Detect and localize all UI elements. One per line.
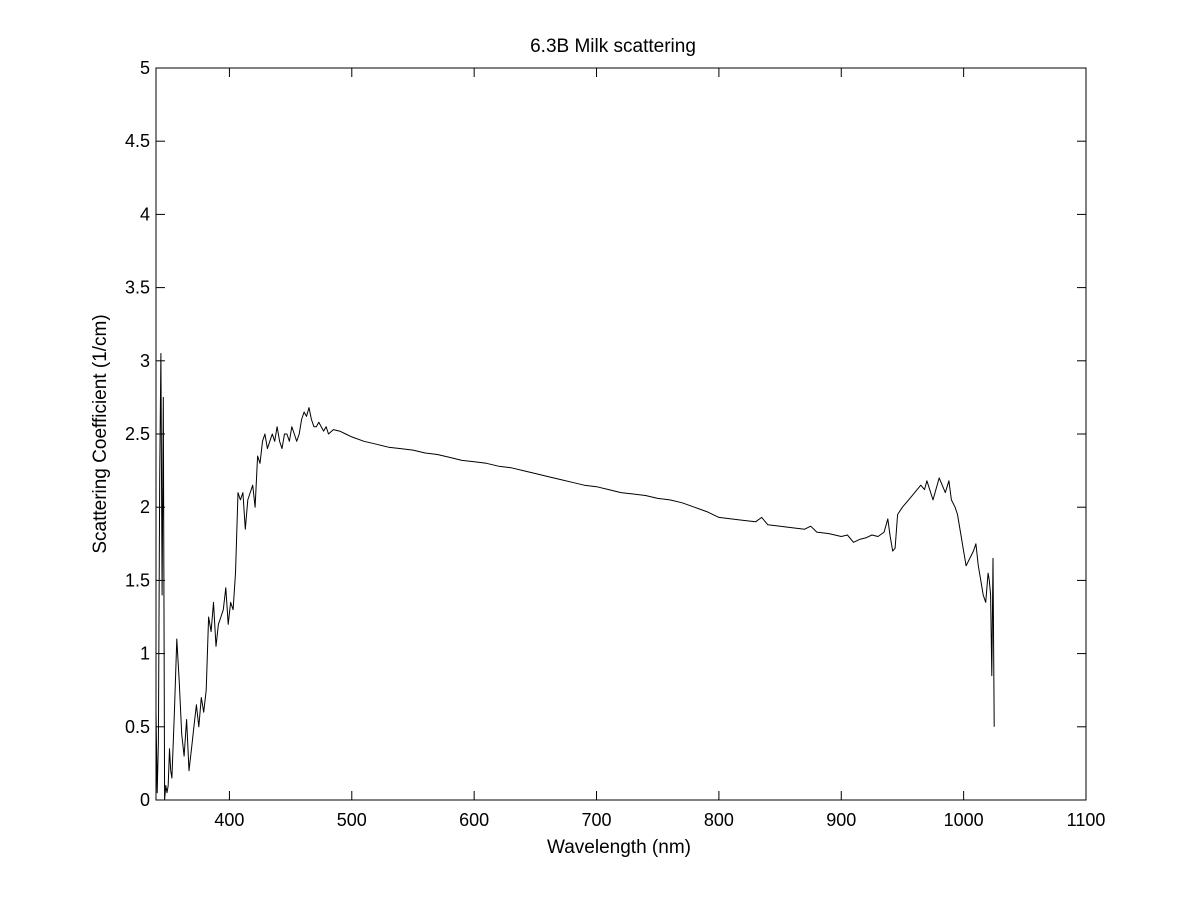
x-tick-label: 900 [826,810,856,830]
data-layer [155,353,995,801]
x-axis-label: Wavelength (nm) [547,837,691,858]
x-tick-label: 800 [704,810,734,830]
y-tick-label: 0.5 [125,717,150,737]
y-tick-label: 3.5 [125,278,150,298]
y-tick-label: 1.5 [125,570,150,590]
y-tick-label: 4 [140,204,150,224]
x-tick-label: 500 [337,810,367,830]
x-tick-label: 400 [214,810,244,830]
x-tick-label: 1000 [944,810,984,830]
y-tick-label: 2.5 [125,424,150,444]
y-tick-label: 1 [140,644,150,664]
y-tick-label: 5 [140,58,150,78]
y-tick-label: 2 [140,497,150,517]
y-tick-label: 0 [140,790,150,810]
series-line-0 [155,353,995,801]
tick-layer: 400 500 600 700 800 900 1000 1100 0 0.5 1 1.5 2 2.5 3 3… [125,58,1105,830]
plot-frame [155,67,1087,801]
x-tick-label: 700 [582,810,612,830]
x-tick-label: 1100 [1067,810,1106,830]
chart-title: 6.3B Milk scattering [530,36,696,57]
y-axis-label: Scattering Coefficient (1/cm) [90,314,111,553]
x-tick-label: 600 [459,810,489,830]
plot-area [156,68,1086,800]
y-tick-label: 4.5 [125,131,150,151]
y-tick-label: 3 [140,351,150,371]
